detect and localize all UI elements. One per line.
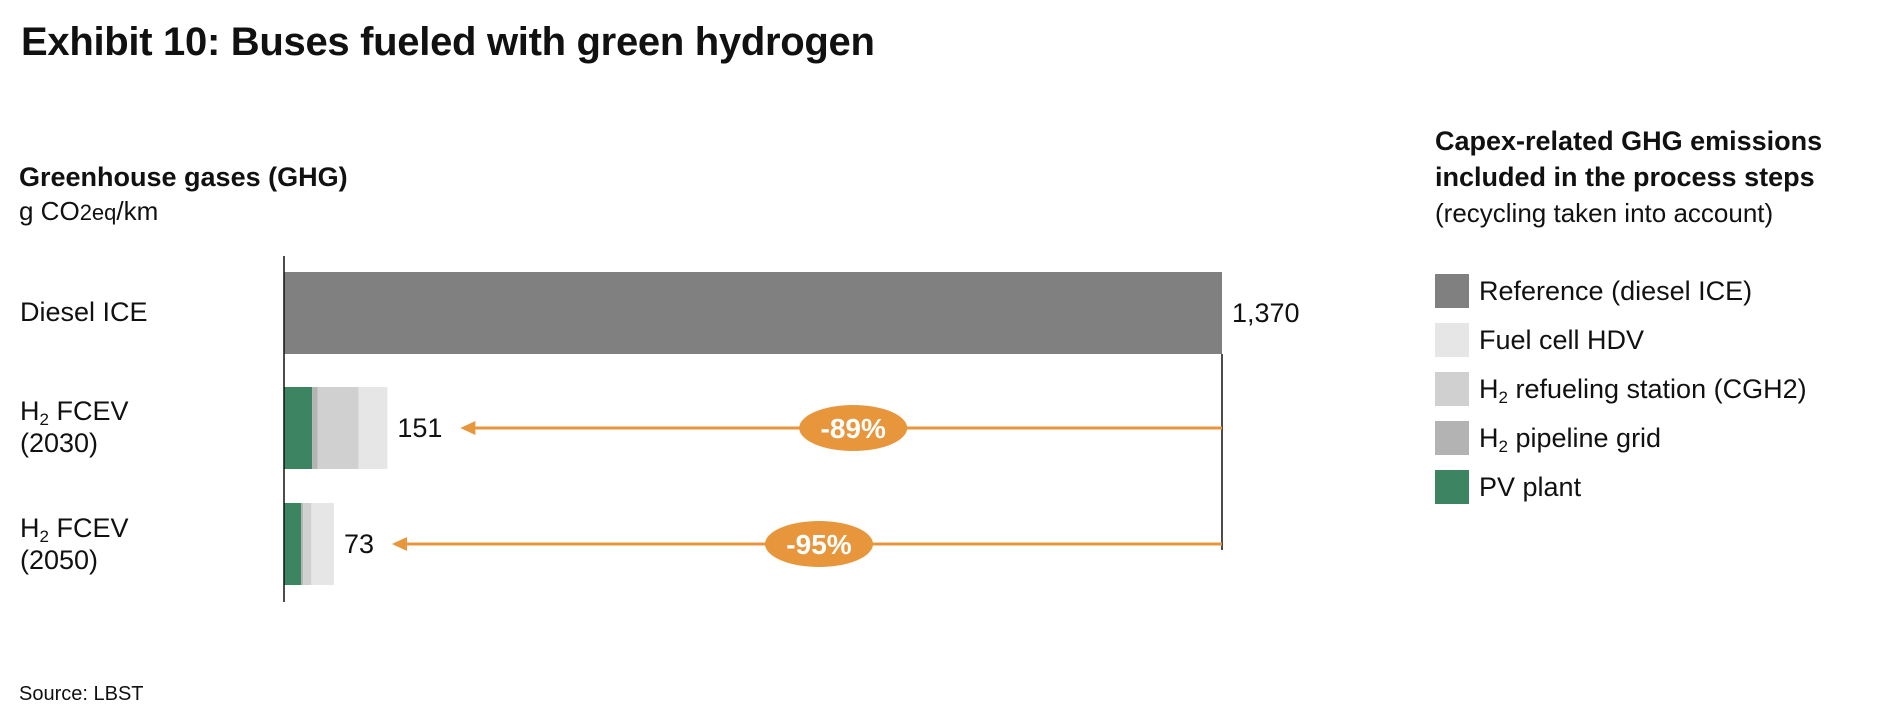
total-label: 73 <box>344 529 374 559</box>
reduction-arrow-head <box>391 537 407 551</box>
bar-segment <box>312 387 318 469</box>
category-label-h2-fcev-2030: H2 FCEV (2030) <box>20 395 128 459</box>
reduction-badge <box>764 521 873 567</box>
unit-label: g CO2eq/km <box>19 194 348 230</box>
legend-item-pv-plant: PV plant <box>1435 470 1581 504</box>
bar-segment <box>358 387 388 469</box>
chart-subtitle: Greenhouse gases (GHG) <box>19 162 348 192</box>
reduction-badge <box>799 405 908 451</box>
source-note: Source: LBST <box>19 683 144 705</box>
legend-swatch <box>1435 274 1469 308</box>
reduction-label: -95% <box>786 529 851 560</box>
unit-prefix: g CO <box>19 196 80 226</box>
total-label: 1,370 <box>1232 298 1300 328</box>
reduction-label: -89% <box>821 413 886 444</box>
category-label-year: (2050) <box>20 545 99 575</box>
legend-label: Reference (diesel ICE) <box>1479 275 1753 306</box>
bar-segment <box>303 503 312 585</box>
category-label-h2-fcev-2050: H2 FCEV (2050) <box>20 512 128 576</box>
legend-swatch <box>1435 372 1469 406</box>
legend-item-fuel-cell-hdv: Fuel cell HDV <box>1435 323 1644 357</box>
category-label-sub: 2 <box>39 527 49 546</box>
legend-item-h2-refueling-station: H2 refueling station (CGH2) <box>1435 372 1807 406</box>
bar-segment <box>301 503 304 585</box>
bar-segment <box>311 503 334 585</box>
bar-segment <box>284 272 1222 354</box>
category-label-sub: 2 <box>39 410 49 429</box>
unit-suffix: /km <box>116 196 159 226</box>
category-label-rest: FCEV <box>48 396 129 426</box>
legend-title-line1: Capex-related GHG emissions <box>1435 126 1823 156</box>
category-label-diesel-ice: Diesel ICE <box>20 296 148 328</box>
legend-label: H2 pipeline grid <box>1479 422 1662 456</box>
bar-segment <box>284 503 302 585</box>
legend-swatch <box>1435 323 1469 357</box>
category-label-h: H <box>20 396 40 426</box>
category-label-rest: FCEV <box>48 513 129 543</box>
legend-title-line2: included in the process steps <box>1435 162 1815 192</box>
unit-sub: 2eq <box>79 200 117 225</box>
chart-header: Greenhouse gases (GHG) g CO2eq/km <box>19 160 348 230</box>
total-label: 151 <box>397 413 442 443</box>
legend-swatch <box>1435 421 1469 455</box>
chart-title: Exhibit 10: Buses fueled with green hydr… <box>21 20 875 64</box>
legend-label: Fuel cell HDV <box>1479 324 1645 355</box>
legend-item-reference: Reference (diesel ICE) <box>1435 274 1752 308</box>
legend-note: (recycling taken into account) <box>1435 198 1774 228</box>
bar-segment <box>317 387 359 469</box>
category-label-line1: Diesel ICE <box>20 297 148 327</box>
category-label-h: H <box>20 513 40 543</box>
reduction-arrow-head <box>460 421 476 435</box>
legend-swatch <box>1435 470 1469 504</box>
legend-item-h2-pipeline-grid: H2 pipeline grid <box>1435 421 1661 455</box>
legend-label: PV plant <box>1479 471 1582 502</box>
bar-segment <box>284 387 313 469</box>
legend-header: Capex-related GHG emissions included in … <box>1435 123 1822 231</box>
category-label-year: (2030) <box>20 428 99 458</box>
legend-label: H2 refueling station (CGH2) <box>1479 373 1807 407</box>
